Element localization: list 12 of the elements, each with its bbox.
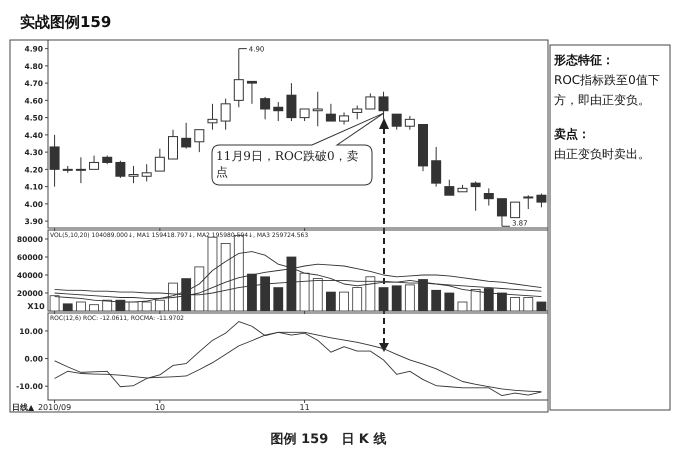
annotation: 11月9日，ROC跌破0，卖点 [216, 148, 360, 180]
text: 图例 159 日 K 线 [270, 432, 386, 447]
x-tick-label: 10 [154, 403, 165, 412]
text: 由正变负时卖出。 [554, 146, 651, 163]
text: X10 [27, 302, 46, 311]
x-tick-label: 2010/09 [38, 403, 72, 412]
text: 形态特征： [554, 52, 615, 69]
text: 日线▲ [12, 403, 35, 412]
chart-title: 实战图例159 [20, 13, 112, 31]
text: ROC指标跌至0值下方，即由正变负。 [554, 72, 661, 109]
x-tick-label: 11 [299, 403, 310, 412]
text: 卖点： [554, 126, 591, 143]
